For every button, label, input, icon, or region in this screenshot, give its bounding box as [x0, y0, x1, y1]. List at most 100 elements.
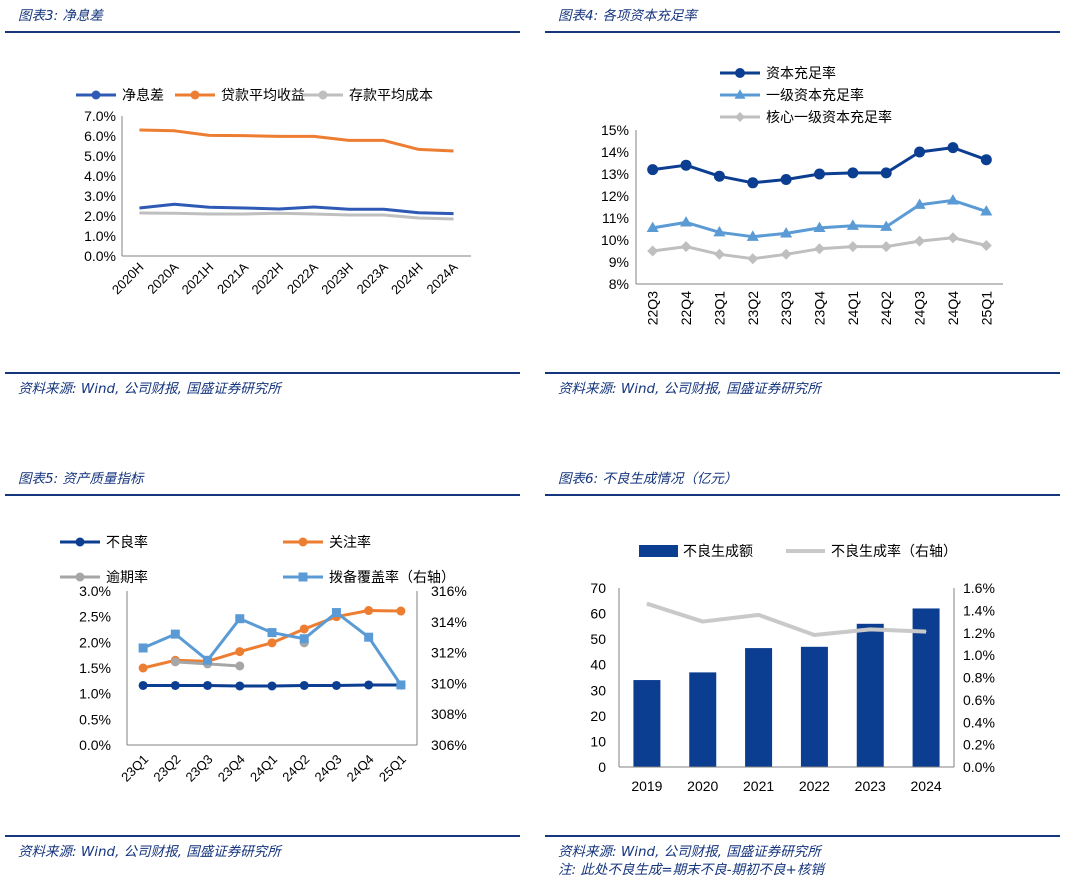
series-4-point [138, 643, 148, 653]
capital-line-chart: 8% 9% 10% 11% 12% 13% 14% 15% 22Q3 22Q4 23Q1 23Q2 23… [601, 65, 1003, 325]
y-tick-label: 13% [601, 166, 629, 182]
series-3-point [713, 248, 725, 260]
panel-capital-adequacy: 图表4: 各项资本充足率 8% 9% 10% 11% 12% 13% 14% 15% 22Q3 2… [545, 0, 1060, 397]
series-1-point [138, 680, 148, 690]
series-3-point [747, 253, 759, 265]
series-4-point [331, 608, 341, 618]
x-tick-label: 23Q4 [215, 752, 248, 785]
x-tick-label: 24Q2 [279, 752, 312, 785]
x-tick-label: 23Q1 [118, 752, 151, 785]
panel-title: 图表5: 资产质量指标 [18, 471, 144, 487]
title-divider [545, 31, 1060, 33]
legend-line-label: 不良生成率（右轴） [831, 543, 957, 560]
y-tick-label: 5.0% [84, 148, 116, 164]
npl-generation-rate-point [702, 621, 704, 623]
x-tick-label: 23Q4 [812, 291, 828, 325]
series-2-point [396, 606, 406, 616]
legend-special-mention-label: 关注率 [329, 534, 371, 551]
series-3-point [947, 232, 959, 244]
series-3-point [170, 657, 180, 667]
y-tick-label: 0.0% [79, 737, 111, 753]
title-divider [545, 494, 1060, 496]
legend-loan-yield-label: 贷款平均收益 [221, 88, 305, 104]
x-tick-label: 2019 [631, 778, 662, 794]
npl-generation-rate-point [758, 614, 760, 616]
series-4-point [170, 629, 180, 639]
npl-generation-rate-point [646, 603, 648, 605]
series-2-point [299, 624, 309, 634]
series-3-point [880, 241, 892, 253]
x-tick-label: 2023 [855, 778, 886, 794]
npl-generation-rate-point [925, 631, 927, 633]
npl-generation-rate-point [813, 634, 815, 636]
npl-bar-line-chart: 0 10 20 30 40 50 60 70 0.0% 0.2% 0.4% 0.6% 0.8% 1.0% 1… [590, 543, 995, 794]
x-tick-label: 23Q3 [778, 291, 794, 325]
series-2-point [813, 221, 826, 233]
legend-deposit-cost-label: 存款平均成本 [349, 88, 433, 104]
series-4-point [203, 655, 213, 665]
panel-net-interest-margin: 图表3: 净息差 0.0% 1.0% 2.0% 3.0% 4.0% 5.0% 6.0% 7.0… [5, 0, 520, 397]
y-tick-label: 70 [590, 580, 606, 596]
legend-cet1-marker [735, 112, 745, 122]
legend-overdue-label: 逾期率 [106, 569, 148, 586]
nim-line-chart: 0.0%1.0%2.0%3.0%4.0%5.0%6.0%7.0%2020H202… [76, 87, 471, 297]
source-note: 资料来源: Wind, 公司财报, 国盛证券研究所 [18, 844, 281, 860]
x-tick-label: 2022 [799, 778, 830, 794]
legend-cet1-label: 核心一级资本充足率 [766, 109, 892, 126]
series-2-point [679, 216, 693, 227]
series-2-point [846, 219, 859, 230]
y-tick-label: 1.0% [79, 686, 111, 702]
series-2-point [364, 606, 374, 616]
y2-tick-label: 0.2% [963, 737, 995, 753]
series-2-point [980, 205, 993, 216]
series-4-point [235, 614, 245, 624]
bar [912, 608, 940, 767]
y-tick-label: 10% [601, 232, 629, 248]
series-3-point [914, 235, 926, 247]
series-2-point [780, 227, 793, 238]
bar [800, 646, 828, 767]
series-1-point [713, 170, 725, 182]
legend-overdue-marker [75, 572, 85, 582]
series-3-point [680, 241, 692, 253]
y-tick-label: 8% [609, 276, 629, 292]
source-note: 资料来源: Wind, 公司财报, 国盛证券研究所 [18, 381, 281, 397]
y-tick-label: 2.0% [84, 208, 116, 224]
source-note: 资料来源: Wind, 公司财报, 国盛证券研究所 [558, 844, 821, 860]
legend-coverage-label: 拨备覆盖率（右轴） [329, 569, 455, 586]
legend-special-mention-marker [298, 537, 308, 547]
y-tick-label: 6.0% [84, 128, 116, 144]
legend-bar-swatch [639, 545, 678, 557]
y-tick-label: 0 [598, 759, 606, 775]
series-3-point [814, 243, 825, 255]
y-tick-label: 0.5% [79, 711, 111, 727]
legend-car-marker [735, 68, 745, 78]
y-tick-label: 12% [601, 188, 629, 204]
npl-generation-rate-point [869, 628, 871, 630]
legend-car-label: 资本充足率 [766, 65, 836, 82]
y2-tick-label: 1.4% [963, 602, 995, 618]
series-1-point [331, 680, 341, 690]
source-divider [5, 835, 520, 837]
series-2-point [235, 647, 245, 657]
title-divider [5, 31, 520, 33]
title-divider [5, 494, 520, 496]
x-tick-label: 2021A [214, 259, 251, 296]
panel-title: 图表6: 不良生成情况（亿元） [558, 471, 738, 487]
y-tick-label: 1.0% [84, 228, 116, 244]
y-tick-label: 4.0% [84, 168, 116, 184]
npl-generation-rate-line [646, 601, 927, 637]
y-tick-label: 7.0% [84, 108, 116, 124]
y-tick-label: 3.0% [84, 188, 116, 204]
y-tick-label: 3.0% [79, 583, 111, 599]
legend-coverage-marker [298, 572, 308, 582]
y-tick-label: 20 [590, 708, 606, 724]
y2-tick-label: 0.0% [963, 759, 995, 775]
series-2-line [139, 128, 454, 153]
series-3-point [847, 241, 859, 253]
x-tick-label: 24Q4 [344, 752, 377, 785]
legend-nim-label: 净息差 [122, 87, 164, 104]
legend-npl-label: 不良率 [106, 534, 148, 551]
x-tick-label: 2022A [284, 259, 321, 296]
y-tick-label: 50 [590, 631, 606, 647]
